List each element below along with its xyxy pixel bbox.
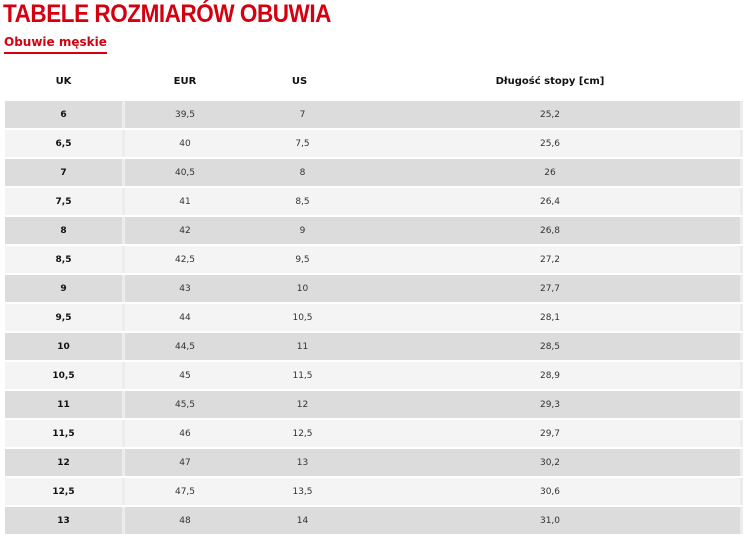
cell-uk: 10 — [5, 333, 125, 360]
cell-us: 12,5 — [292, 428, 313, 439]
cell-uk: 8,5 — [5, 246, 125, 273]
table-row: 7 40,5 8 26 — [5, 159, 743, 186]
cell-foot-length: 26 — [360, 159, 743, 186]
table-row: 11 45,5 12 29,3 — [5, 391, 743, 418]
cell-us: 10,5 — [292, 312, 313, 323]
cell-uk: 10,5 — [5, 362, 125, 389]
cell-foot-length: 30,6 — [360, 478, 743, 505]
cell-uk: 7 — [5, 159, 125, 186]
cell-foot-length: 28,9 — [360, 362, 743, 389]
table-row: 8,5 42,5 9,5 27,2 — [5, 246, 743, 273]
cell-foot-length: 30,2 — [360, 449, 743, 476]
header-foot-length: Długość stopy [cm] — [495, 76, 605, 87]
header-eur: EUR — [173, 76, 197, 87]
table-row: 10,5 45 11,5 28,9 — [5, 362, 743, 389]
table-row: 9 43 10 27,7 — [5, 275, 743, 302]
cell-us: 13,5 — [292, 486, 313, 497]
cell-eur: 46 — [179, 428, 191, 439]
table-row: 8 42 9 26,8 — [5, 217, 743, 244]
cell-us: 10 — [296, 283, 309, 294]
cell-eur: 44,5 — [174, 341, 196, 352]
cell-foot-length: 26,4 — [360, 188, 743, 215]
cell-eur: 42 — [179, 225, 191, 236]
cell-eur: 48 — [179, 515, 191, 526]
cell-us: 14 — [296, 515, 309, 526]
table-row: 10 44,5 11 28,5 — [5, 333, 743, 360]
cell-foot-length: 26,8 — [360, 217, 743, 244]
cell-eur: 41 — [179, 196, 191, 207]
cell-uk: 9 — [5, 275, 125, 302]
cell-us: 7,5 — [295, 138, 310, 149]
size-table: 6 39,5 7 25,2 6,5 40 7,5 25,6 7 40,5 8 26 7,5 41 8,5 26… — [5, 101, 743, 536]
cell-foot-length: 31,0 — [360, 507, 743, 534]
cell-us: 9 — [299, 225, 306, 236]
table-row: 6,5 40 7,5 25,6 — [5, 130, 743, 157]
cell-us: 8,5 — [295, 196, 310, 207]
cell-foot-length: 27,7 — [360, 275, 743, 302]
cell-uk: 6 — [5, 101, 125, 128]
cell-foot-length: 29,7 — [360, 420, 743, 447]
table-row: 12,5 47,5 13,5 30,6 — [5, 478, 743, 505]
cell-uk: 13 — [5, 507, 125, 534]
cell-us: 11 — [296, 341, 309, 352]
table-row: 9,5 44 10,5 28,1 — [5, 304, 743, 331]
cell-eur: 40 — [179, 138, 191, 149]
cell-us: 9,5 — [295, 254, 310, 265]
cell-uk: 8 — [5, 217, 125, 244]
cell-eur: 45 — [179, 370, 191, 381]
cell-uk: 11,5 — [5, 420, 125, 447]
cell-uk: 12 — [5, 449, 125, 476]
header-uk: UK — [55, 76, 72, 87]
table-row: 6 39,5 7 25,2 — [5, 101, 743, 128]
cell-us: 7 — [299, 109, 306, 120]
header-us: US — [291, 76, 308, 87]
cell-foot-length: 25,2 — [360, 101, 743, 128]
cell-us: 8 — [299, 167, 306, 178]
cell-uk: 9,5 — [5, 304, 125, 331]
table-row: 7,5 41 8,5 26,4 — [5, 188, 743, 215]
cell-eur: 40,5 — [174, 167, 196, 178]
cell-uk: 11 — [5, 391, 125, 418]
cell-uk: 6,5 — [5, 130, 125, 157]
cell-us: 13 — [296, 457, 309, 468]
cell-uk: 7,5 — [5, 188, 125, 215]
cell-uk: 12,5 — [5, 478, 125, 505]
cell-foot-length: 28,1 — [360, 304, 743, 331]
table-row: 12 47 13 30,2 — [5, 449, 743, 476]
cell-foot-length: 27,2 — [360, 246, 743, 273]
cell-foot-length: 25,6 — [360, 130, 743, 157]
cell-eur: 45,5 — [174, 399, 196, 410]
cell-us: 11,5 — [292, 370, 313, 381]
table-row: 13 48 14 31,0 — [5, 507, 743, 534]
cell-eur: 47 — [179, 457, 191, 468]
cell-eur: 42,5 — [174, 254, 196, 265]
table-row: 11,5 46 12,5 29,7 — [5, 420, 743, 447]
cell-eur: 43 — [179, 283, 191, 294]
cell-foot-length: 28,5 — [360, 333, 743, 360]
cell-eur: 44 — [179, 312, 191, 323]
cell-foot-length: 29,3 — [360, 391, 743, 418]
cell-eur: 47,5 — [174, 486, 196, 497]
cell-us: 12 — [296, 399, 309, 410]
tab-mens-shoes[interactable]: Obuwie męskie — [4, 35, 107, 54]
cell-eur: 39,5 — [174, 109, 196, 120]
page-title: TABELE ROZMIARÓW OBUWIA — [3, 0, 331, 28]
